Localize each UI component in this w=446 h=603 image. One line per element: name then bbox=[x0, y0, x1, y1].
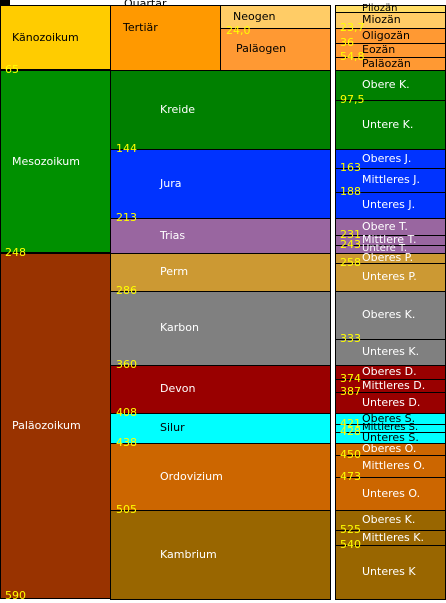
epoch-label: Oligozän bbox=[362, 28, 410, 42]
epoch-label: Mittleres J. bbox=[362, 173, 421, 186]
epoch-box bbox=[335, 168, 446, 193]
period-box bbox=[110, 510, 331, 600]
period-label: Trias bbox=[160, 228, 186, 242]
epoch-label: Mittlere T. bbox=[362, 233, 417, 246]
period-label: Quartär bbox=[124, 0, 166, 10]
period-box bbox=[110, 413, 331, 444]
period-label: Silur bbox=[160, 421, 185, 434]
period-age: 438 bbox=[116, 436, 137, 449]
period-age: 360 bbox=[116, 358, 137, 371]
period-age: 213 bbox=[116, 211, 137, 224]
epoch-age: 36 bbox=[340, 36, 354, 49]
epoch-age: 23,7 bbox=[340, 21, 365, 34]
period-label: Kambrium bbox=[160, 547, 217, 561]
era-age: 65 bbox=[5, 63, 19, 76]
period-label: Tertiär bbox=[123, 21, 158, 34]
era-box bbox=[0, 70, 111, 253]
subperiod-age: 24,0 bbox=[226, 24, 251, 37]
subperiod-label: Paläogen bbox=[236, 42, 287, 55]
period-box bbox=[110, 443, 331, 511]
epoch-age: 243 bbox=[340, 238, 361, 251]
epoch-age: 540 bbox=[340, 538, 361, 551]
epoch-label: Unteres P. bbox=[362, 270, 417, 283]
period-age: 505 bbox=[116, 503, 137, 516]
period-label: Jura bbox=[160, 176, 182, 190]
era-label: Mesozoikum bbox=[12, 154, 80, 168]
period-age: 144 bbox=[116, 142, 137, 155]
epoch-age: 387 bbox=[340, 385, 361, 398]
epoch-age: 188 bbox=[340, 185, 361, 198]
epoch-label: Paläozän bbox=[362, 56, 411, 70]
epoch-age: 525 bbox=[340, 523, 361, 536]
era-age: 248 bbox=[5, 246, 26, 259]
epoch-age: 54,8 bbox=[340, 50, 365, 63]
period-label: Ordovizium bbox=[160, 469, 223, 483]
period-label: Karbon bbox=[160, 321, 199, 334]
epoch-label: Obere T. bbox=[362, 219, 408, 233]
epoch-age: 163 bbox=[340, 161, 361, 174]
period-box bbox=[110, 365, 331, 414]
era-label: Paläozoikum bbox=[12, 419, 81, 432]
epoch-label: Mittleres D. bbox=[362, 378, 426, 392]
epoch-label: Oberes D. bbox=[362, 365, 417, 378]
period-box bbox=[110, 218, 331, 254]
base-age: 590 bbox=[5, 589, 26, 602]
epoch-label: Unteres S. bbox=[362, 430, 419, 444]
epoch-label: Eozän bbox=[362, 43, 396, 56]
period-box bbox=[110, 5, 221, 71]
epoch-box bbox=[335, 339, 446, 366]
epoch-label: Unteres J. bbox=[362, 198, 416, 211]
period-box bbox=[110, 149, 331, 219]
epoch-label: Oberes O. bbox=[362, 442, 417, 455]
epoch-label: Mittleres K. bbox=[362, 530, 424, 544]
epoch-label: Miozän bbox=[362, 13, 401, 26]
subperiod-label: Neogen bbox=[233, 9, 276, 23]
period-age: 286 bbox=[116, 284, 137, 297]
epoch-label: Mittleres O. bbox=[362, 459, 425, 472]
epoch-label: Pliozän bbox=[362, 2, 398, 14]
separator bbox=[331, 0, 335, 603]
epoch-age: 473 bbox=[340, 470, 361, 483]
epoch-label: Obere K. bbox=[362, 78, 410, 91]
epoch-label: Untere K. bbox=[362, 117, 414, 131]
period-age: 408 bbox=[116, 406, 137, 419]
period-label: Devon bbox=[160, 382, 196, 395]
epoch-age: 97,5 bbox=[340, 93, 365, 106]
epoch-age: 421 bbox=[340, 417, 361, 430]
epoch-label: Unteres K. bbox=[362, 345, 420, 358]
epoch-label: Oberes S. bbox=[362, 411, 416, 425]
epoch-label: Mittleres S. bbox=[362, 422, 419, 433]
epoch-age: 333 bbox=[340, 332, 361, 345]
period-box bbox=[110, 70, 331, 150]
era-label: Känozoikum bbox=[12, 30, 79, 44]
epoch-box bbox=[335, 477, 446, 511]
epoch-label: Unteres D. bbox=[362, 395, 421, 409]
epoch-label: Unteres O. bbox=[362, 486, 421, 500]
epoch-age: 374 bbox=[340, 372, 361, 385]
epoch-label: Unteres K bbox=[362, 565, 416, 578]
subperiod-box bbox=[220, 28, 331, 71]
epoch-box bbox=[335, 192, 446, 219]
epoch-label: Oberes K. bbox=[362, 308, 416, 321]
epoch-age: 258 bbox=[340, 256, 361, 269]
epoch-age: 450 bbox=[340, 448, 361, 461]
period-box bbox=[110, 253, 331, 292]
epoch-age: 428 bbox=[340, 425, 361, 438]
period-label: Perm bbox=[160, 265, 189, 278]
epoch-label: Untere T. bbox=[362, 243, 408, 254]
epoch-label: Oberes P. bbox=[362, 251, 414, 264]
epoch-box bbox=[335, 545, 446, 600]
epoch-box bbox=[335, 263, 446, 292]
epoch-label: Oberes K. bbox=[362, 513, 416, 526]
epoch-label: Oberes J. bbox=[362, 151, 412, 165]
period-box bbox=[110, 291, 331, 366]
epoch-age: 231 bbox=[340, 228, 361, 241]
period-label: Kreide bbox=[160, 102, 196, 116]
